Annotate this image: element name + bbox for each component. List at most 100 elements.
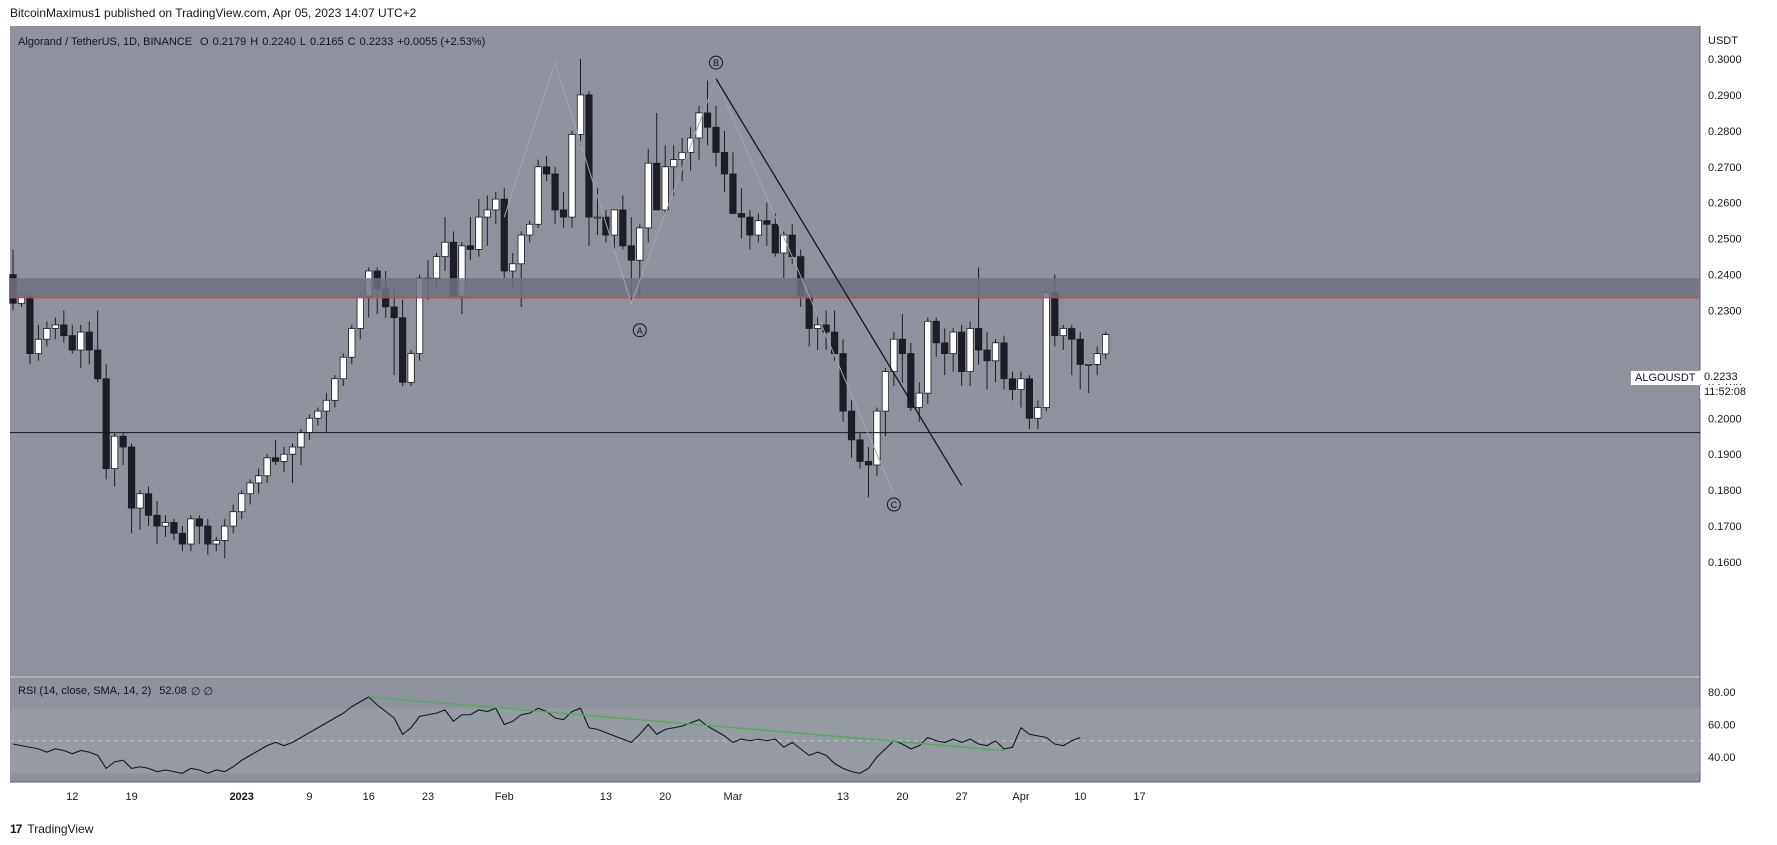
candle-down [399,317,407,383]
candle-up [966,328,974,372]
candle-up [255,475,263,484]
time-tick-label: 17 [1133,791,1145,803]
candle-up [331,378,339,401]
candle-down [898,338,906,355]
candle-up [593,216,602,219]
price-tick-label: 0.2000 [1708,413,1742,425]
wave-label-circle [632,323,647,338]
candle-up [1042,292,1050,408]
candle-up [348,328,356,358]
price-tick-label: 0.1700 [1708,521,1742,533]
candle-down [551,173,559,211]
wave-label-a: A [637,326,643,336]
candle-down [653,162,661,211]
candle-down [958,331,966,372]
candle-up [881,371,890,412]
rsi-extra: ∅ ∅ [190,686,214,698]
candle-up [492,198,500,211]
time-tick-label: 23 [422,791,434,803]
price-tick-label: 0.2700 [1708,162,1742,174]
rsi-tick-label: 40.00 [1708,752,1736,764]
candle-down [1000,342,1008,380]
candle-up [288,446,297,455]
candle-down [1051,292,1059,337]
candle-up [229,511,237,527]
time-tick-label: 20 [659,791,671,803]
candle-up [111,435,119,469]
time-tick-label: Mar [723,791,742,803]
candle-up [915,392,923,408]
time-tick-label: 10 [1074,791,1086,803]
candle-down [619,209,627,247]
main-pane [10,26,1700,676]
wave-label-circle [709,55,724,70]
candle-down [153,514,161,527]
candle-down [830,331,839,355]
candle-up [1093,353,1101,365]
candle-up [221,525,229,541]
candle-up [1017,378,1025,390]
time-tick-label: 13 [837,791,849,803]
candle-down [60,324,68,337]
candle-up [568,134,576,218]
candle-down [195,518,203,527]
candle-up [1034,407,1042,419]
descending-trendline [715,78,963,486]
rsi-trendline [368,696,1005,752]
candle-down [85,331,93,351]
candle-down [1008,378,1017,390]
candle-up [314,410,322,419]
candle-down [746,216,754,236]
rsi-value: 52.08 [159,685,187,697]
candle-up [644,162,652,229]
candle-down [271,457,280,462]
candle-up [246,482,254,495]
time-tick-label: Apr [1012,791,1029,803]
candle-up [890,338,898,372]
candle-up [509,263,517,272]
candle-up [814,324,822,329]
candle-up [77,331,85,351]
candle-down [983,349,991,362]
low-label: L [299,36,306,48]
candle-up [661,166,669,211]
candle-down [390,306,398,319]
candle-up [280,453,288,462]
candle-down [839,353,847,412]
rsi-band [10,708,1700,774]
candle-down [602,216,610,236]
candle-down [737,213,746,218]
candle-up [475,216,483,250]
price-tick-label: 0.1600 [1708,557,1742,569]
price-tick-label: 0.2600 [1708,198,1742,210]
tradingview-logo-icon: 17 [10,822,22,836]
symbol-legend: Algorand / TetherUS, 1D, BINANCE O 0.2179… [18,36,485,48]
wave-path [503,60,895,494]
time-tick-label: 9 [306,791,312,803]
candle-up [873,410,881,466]
price-tick-label: 0.2500 [1708,234,1742,246]
candle-down [1068,328,1076,340]
footer-brand: TradingView [27,822,94,836]
candle-up [356,295,364,329]
high-label: H [250,36,259,48]
rsi-tick-label: 80.00 [1708,687,1736,699]
candle-up [34,338,43,355]
candle-down [729,173,737,214]
price-tick-label: 0.2400 [1708,270,1742,282]
candle-up [534,166,542,225]
time-tick-label: 13 [600,791,612,803]
footer: 17 TradingView [10,822,93,836]
candle-down [585,94,593,218]
candle-down [543,166,551,175]
candle-up [187,518,195,545]
candle-down [68,335,76,351]
candle-up [407,353,415,383]
candle-up [1059,328,1067,337]
candle-up [670,159,678,168]
open-value: 0.2179 [212,36,247,48]
candle-up [297,432,305,448]
candle-up [322,399,330,412]
candle-down [1076,338,1084,365]
